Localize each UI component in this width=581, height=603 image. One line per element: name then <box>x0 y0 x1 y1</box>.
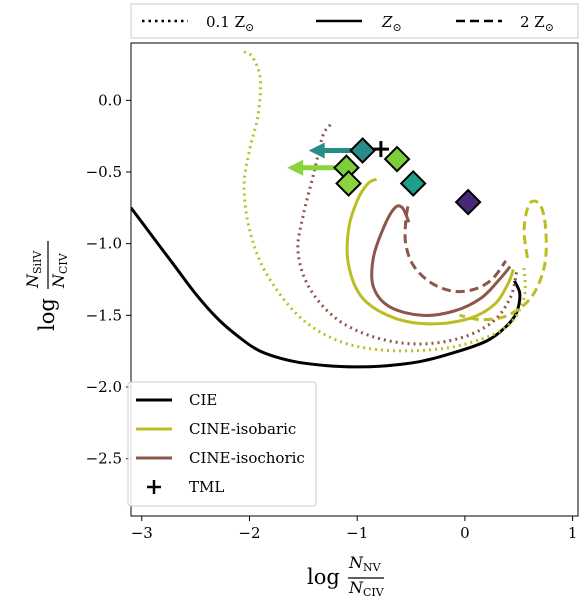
observation-markers <box>287 137 482 216</box>
upper-limit-arrow-head <box>287 159 304 176</box>
plot-frame <box>130 42 579 517</box>
observation-diamond <box>399 170 427 197</box>
y-tick-label: −1.0 <box>86 235 122 253</box>
cie-z-curve <box>131 206 522 369</box>
legend-tml-plus-icon <box>147 480 161 494</box>
cine-isobaric-2-z-curve <box>459 199 548 322</box>
y-tick-label: −0.5 <box>86 163 122 181</box>
x-tick-label: 1 <box>568 524 578 542</box>
x-label-log: log <box>307 565 340 589</box>
legend-isobaric-label: CINE-isobaric <box>189 420 296 438</box>
x-tick-label: −2 <box>238 524 260 542</box>
model-legend-frame <box>127 381 317 507</box>
legend-tml-label: TML <box>189 478 224 496</box>
upper-limit-arrow-head <box>308 142 325 159</box>
observation-diamond <box>349 137 376 164</box>
y-label-log: log <box>35 298 59 331</box>
axis-ticks: −3 −2 −1 0 1 0.0 −0.5 −1.0 −1.5 −2.0 −2.5 <box>86 91 578 542</box>
x-axis-label: log NNV NCIV <box>307 553 385 599</box>
model-curves <box>131 50 548 369</box>
cine-isobaric-0-1-z-curve <box>242 50 527 353</box>
y-tick-label: −2.0 <box>86 378 122 396</box>
y-label-denominator: NCIV <box>49 252 70 289</box>
observation-diamond <box>454 188 482 216</box>
model-legend: CIE CINE-isobaric CINE-isochoric TML <box>127 381 317 507</box>
y-label-numerator: NSiIV <box>23 250 44 289</box>
y-tick-label: 0.0 <box>98 91 122 109</box>
cine-isobaric-z-curve <box>345 177 515 326</box>
metallicity-legend: 0.1 Z⊙ Z⊙ 2 Z⊙ <box>130 3 579 39</box>
y-tick-label: −1.5 <box>86 306 122 324</box>
observation-diamond <box>335 170 362 197</box>
x-tick-label: 0 <box>460 524 470 542</box>
y-axis-label: log NSiIV NCIV <box>23 241 70 331</box>
observation-diamond <box>383 145 411 173</box>
legend-cie-label: CIE <box>189 391 217 409</box>
cine-isochoric-0-1-z-curve <box>296 123 519 346</box>
y-tick-label: −2.5 <box>86 450 122 468</box>
x-tick-label: −1 <box>346 524 368 542</box>
x-label-numerator: NNV <box>348 553 382 574</box>
legend-label-2z: 2 Z⊙ <box>520 13 554 34</box>
legend-isochoric-label: CINE-isochoric <box>189 449 305 467</box>
legend-label-z: Z⊙ <box>381 13 402 34</box>
x-tick-label: −3 <box>131 524 153 542</box>
cine-isochoric-z-curve <box>370 204 512 317</box>
cine-isochoric-2-z-curve <box>403 206 508 294</box>
legend-label-01z: 0.1 Z⊙ <box>206 13 254 34</box>
x-label-denominator: NCIV <box>348 578 385 599</box>
